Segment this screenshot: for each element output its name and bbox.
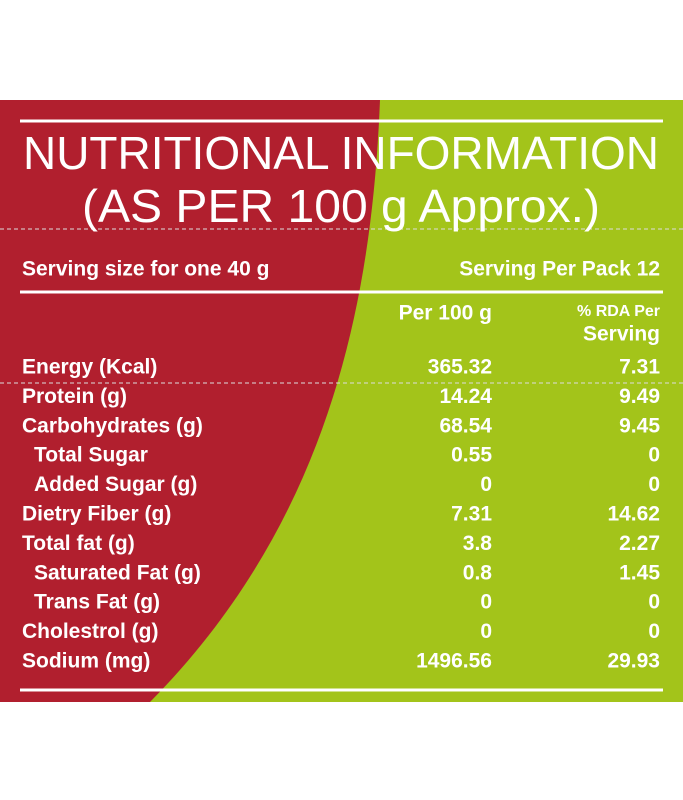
row-name: Total fat (g): [22, 532, 135, 555]
rda: 9.45: [619, 414, 660, 437]
row-name: Dietry Fiber (g): [22, 503, 171, 526]
per-100g: 0: [480, 620, 492, 643]
rda: 0: [648, 591, 660, 614]
per-100g: 14.24: [439, 385, 492, 408]
rda: 0: [648, 473, 660, 496]
per-100g: 0.55: [451, 444, 492, 467]
row-name: Carbohydrates (g): [22, 414, 203, 437]
per-100g: 0: [480, 473, 492, 496]
row-name: Protein (g): [22, 385, 127, 408]
serving-size: Serving size for one 40 g: [22, 258, 269, 281]
serving-per-pack: Serving Per Pack 12: [459, 258, 660, 281]
per-100g: 7.31: [451, 503, 492, 526]
rda: 7.31: [619, 356, 660, 379]
per-100g: 365.32: [428, 356, 492, 379]
rda: 9.49: [619, 385, 660, 408]
per-100g: 1496.56: [416, 650, 492, 673]
rda: 0: [648, 620, 660, 643]
row-name: Trans Fat (g): [34, 591, 160, 614]
per-100g: 0.8: [463, 561, 493, 584]
red-panel: [0, 100, 380, 702]
row-name: Total Sugar: [34, 444, 148, 467]
per-100g: 3.8: [463, 532, 493, 555]
row-name: Added Sugar (g): [34, 473, 197, 496]
column-header: % RDA Per: [577, 303, 660, 320]
rda: 29.93: [607, 650, 660, 673]
column-header: Per 100 g: [399, 302, 492, 325]
subtitle: (AS PER 100 g Approx.): [82, 180, 600, 232]
row-name: Saturated Fat (g): [34, 561, 201, 584]
row-name: Cholestrol (g): [22, 620, 159, 643]
per-100g: 68.54: [439, 414, 492, 437]
rda: 0: [648, 444, 660, 467]
row-name: Energy (Kcal): [22, 356, 157, 379]
rda: 2.27: [619, 532, 660, 555]
column-header: Serving: [583, 323, 660, 346]
rda: 1.45: [619, 561, 660, 584]
title: NUTRITIONAL INFORMATION: [23, 127, 659, 179]
row-name: Sodium (mg): [22, 650, 150, 673]
per-100g: 0: [480, 591, 492, 614]
rda: 14.62: [607, 503, 660, 526]
